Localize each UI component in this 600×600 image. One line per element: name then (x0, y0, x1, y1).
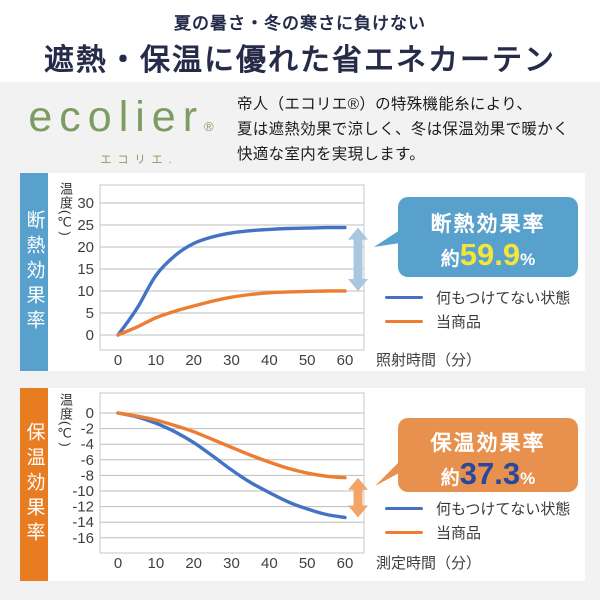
y-tick-label: -4 (81, 436, 94, 453)
legend-label: 当商品 (436, 525, 482, 542)
ecolier-logo: ecolier® エコリエ. (14, 94, 228, 167)
callout-prefix: 約 (440, 468, 460, 489)
y-tick-label: 0 (86, 405, 94, 422)
insulation-callout: 断熱効果率 約59.9% (374, 197, 578, 277)
callout-percent-sign: % (520, 250, 536, 269)
legend-item: 当商品 (385, 523, 570, 542)
series-line (116, 411, 347, 480)
insulation-y-axis-label: 温度(℃) (58, 182, 73, 237)
retention-callout-value-row: 約37.3% (398, 456, 578, 492)
y-tick-label: -8 (81, 467, 94, 484)
legend-label: 何もつけてない状態 (436, 290, 571, 307)
retention-y-axis-label: 温度(℃) (58, 393, 73, 448)
retention-line-chart: 0-2-4-6-8-10-12-14-160 10 20 30 40 50 60 測定時間（分… (72, 392, 481, 572)
x-tick-label: 60 (337, 555, 354, 572)
retention-side-label-text: 保温効果率 (23, 422, 45, 547)
x-tick-label: 0 (114, 555, 122, 572)
callout-pointer (374, 230, 400, 247)
insulation-side-label: 断熱効果率 (20, 173, 48, 371)
brand-description-line: 帝人（エコリエ®）の特殊機能糸により、 (237, 96, 533, 113)
legend-item: 当商品 (385, 312, 570, 331)
legend-line-swatch (385, 531, 423, 534)
gap-arrow-icon (348, 227, 368, 291)
callout-prefix: 約 (440, 249, 460, 270)
x-tick-label: 50 (299, 352, 316, 369)
y-tick-label: -14 (72, 514, 94, 531)
callout-pointer (375, 460, 401, 486)
y-tick-label: -6 (81, 452, 94, 469)
series-line (116, 289, 347, 337)
retention-chart-panel: 保温効果率 温度(℃) 0 -2 -4 -6 -8 -10 -12 -14 -16 0 10 20 30… (20, 388, 585, 581)
retention-side-label: 保温効果率 (20, 388, 48, 581)
y-tick-label: -2 (81, 421, 94, 438)
x-axis-label: 測定時間（分） (376, 555, 481, 572)
registered-trademark-mark: ® (204, 119, 214, 134)
y-tick-label: -12 (72, 499, 94, 516)
y-tick-label: -16 (72, 530, 94, 547)
y-tick-label: -10 (72, 483, 94, 500)
header: 夏の暑さ・冬の寒さに負けない 遮熱・保温に優れた省エネカーテン (0, 0, 600, 82)
insulation-legend: 何もつけてない状態 当商品 (385, 288, 570, 331)
legend-line-swatch (385, 296, 423, 299)
insulation-chart-panel: 断熱効果率 温度(℃) 30 25 20 15 10 5 0 0 10 20 30 40 50 60 照射時… (20, 173, 585, 371)
legend-label: 当商品 (436, 314, 482, 331)
plot-border (99, 392, 365, 554)
logo-wordmark: ecolier® (14, 94, 228, 150)
retention-legend: 何もつけてない状態 当商品 (385, 499, 570, 542)
x-tick-label: 20 (185, 352, 202, 369)
page-title: 遮熱・保温に優れた省エネカーテン (44, 44, 556, 77)
series-line (116, 411, 347, 520)
retention-callout-title: 保温効果率 (430, 432, 546, 455)
gap-arrow-icon (348, 477, 368, 518)
y-tick-label: 25 (77, 217, 94, 234)
y-tick-label: 0 (86, 327, 94, 344)
y-tick-label: 5 (86, 305, 94, 322)
legend-item: 何もつけてない状態 (385, 499, 570, 518)
brand-description-line: 夏は遮熱効果で涼しく、冬は保温効果で暖かく (237, 121, 569, 138)
y-tick-label: 15 (77, 261, 94, 278)
x-tick-label: 30 (223, 352, 240, 369)
insulation-callout-title: 断熱効果率 (430, 213, 546, 236)
legend-line-swatch (385, 320, 423, 323)
x-tick-label: 30 (223, 555, 240, 572)
x-tick-label: 20 (185, 555, 202, 572)
brand-description: 帝人（エコリエ®）の特殊機能糸により、夏は遮熱効果で涼しく、冬は保温効果で暖かく… (237, 92, 592, 167)
brand-section: ecolier® エコリエ. 帝人（エコリエ®）の特殊機能糸により、夏は遮熱効果… (0, 82, 600, 173)
x-tick-label: 40 (261, 555, 278, 572)
logo-kana: エコリエ. (100, 154, 178, 166)
legend-label: 何もつけてない状態 (436, 501, 571, 518)
x-tick-label: 10 (147, 555, 164, 572)
x-tick-label: 10 (147, 352, 164, 369)
header-subtitle: 夏の暑さ・冬の寒さに負けない (174, 14, 426, 33)
y-tick-label: 20 (77, 239, 94, 256)
x-tick-label: 50 (299, 555, 316, 572)
series-line (116, 225, 347, 337)
x-tick-label: 40 (261, 352, 278, 369)
insulation-rate-value: 59.9 (459, 237, 521, 272)
insulation-side-label-text: 断熱効果率 (23, 209, 45, 335)
x-tick-label: 60 (337, 352, 354, 369)
legend-line-swatch (385, 507, 423, 510)
plot-border (99, 184, 365, 351)
callout-percent-sign: % (520, 469, 536, 488)
retention-callout: 保温効果率 約37.3% (375, 418, 578, 492)
x-tick-label: 0 (114, 352, 122, 369)
legend-item: 何もつけてない状態 (385, 288, 570, 307)
y-tick-label: 30 (77, 195, 94, 212)
x-axis-label: 照射時間（分） (376, 352, 481, 369)
brand-description-line: 快適な室内を実現します。 (237, 146, 426, 163)
logo-text: ecolier (28, 93, 205, 141)
y-tick-label: 10 (77, 283, 94, 300)
insulation-callout-value-row: 約59.9% (398, 237, 578, 273)
retention-rate-value: 37.3 (459, 456, 521, 491)
